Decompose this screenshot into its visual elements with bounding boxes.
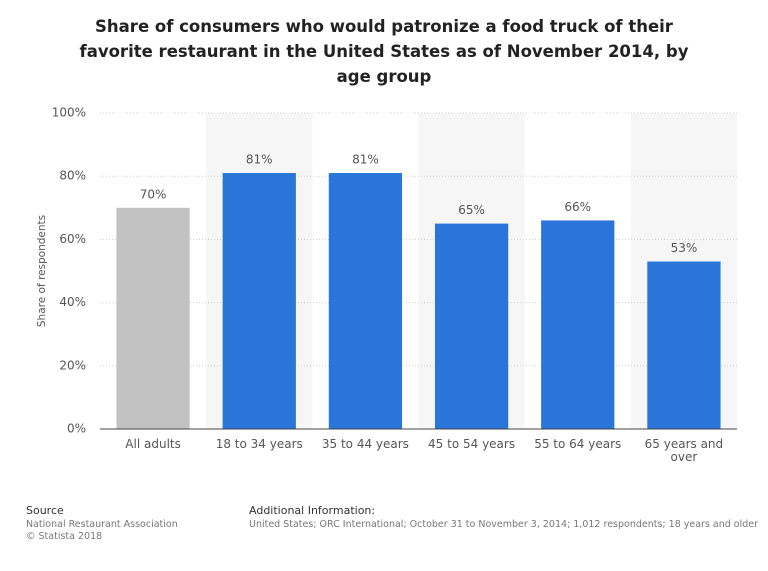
y-tick-label: 0%: [67, 422, 86, 436]
bar: [222, 173, 296, 429]
value-label: 66%: [564, 200, 591, 214]
x-tick-label: 18 to 34 years: [215, 437, 303, 451]
info: United States; ORC International; Octobe…: [249, 519, 759, 530]
source-heading: Source: [26, 504, 64, 517]
y-tick-label: 80%: [59, 169, 86, 183]
bar: [434, 223, 509, 429]
bar: [116, 207, 190, 429]
value-label: 65%: [458, 203, 485, 217]
value-label: 53%: [671, 241, 698, 255]
y-tick-label: 100%: [52, 106, 86, 120]
value-label: 70%: [140, 187, 167, 201]
x-tick-label: All adults: [125, 437, 181, 451]
source: National Restaurant Association: [26, 519, 178, 530]
info-heading: Additional Information:: [249, 504, 376, 517]
x-tick-label: 55 to 64 years: [534, 437, 622, 451]
bar: [328, 173, 403, 429]
chart-title: Share of consumers who would patronize a…: [79, 17, 689, 86]
x-tick-label: 65 years and over: [644, 437, 724, 464]
copyright: © Statista 2018: [26, 531, 103, 542]
bar: [541, 220, 615, 429]
y-tick-label: 40%: [59, 295, 86, 309]
y-axis-label: Share of respondents: [36, 215, 48, 327]
chart: Share of respondents 0% 20% 40% 60% 80% 100% 7…: [36, 106, 737, 436]
x-tick-label: 35 to 44 years: [321, 437, 409, 451]
x-tick-label: 45 to 54 years: [428, 437, 516, 451]
value-label: 81%: [352, 153, 379, 167]
bar: [647, 261, 721, 429]
value-label: 81%: [246, 153, 273, 167]
y-tick-label: 20%: [59, 358, 86, 372]
y-tick-label: 60%: [59, 232, 86, 246]
